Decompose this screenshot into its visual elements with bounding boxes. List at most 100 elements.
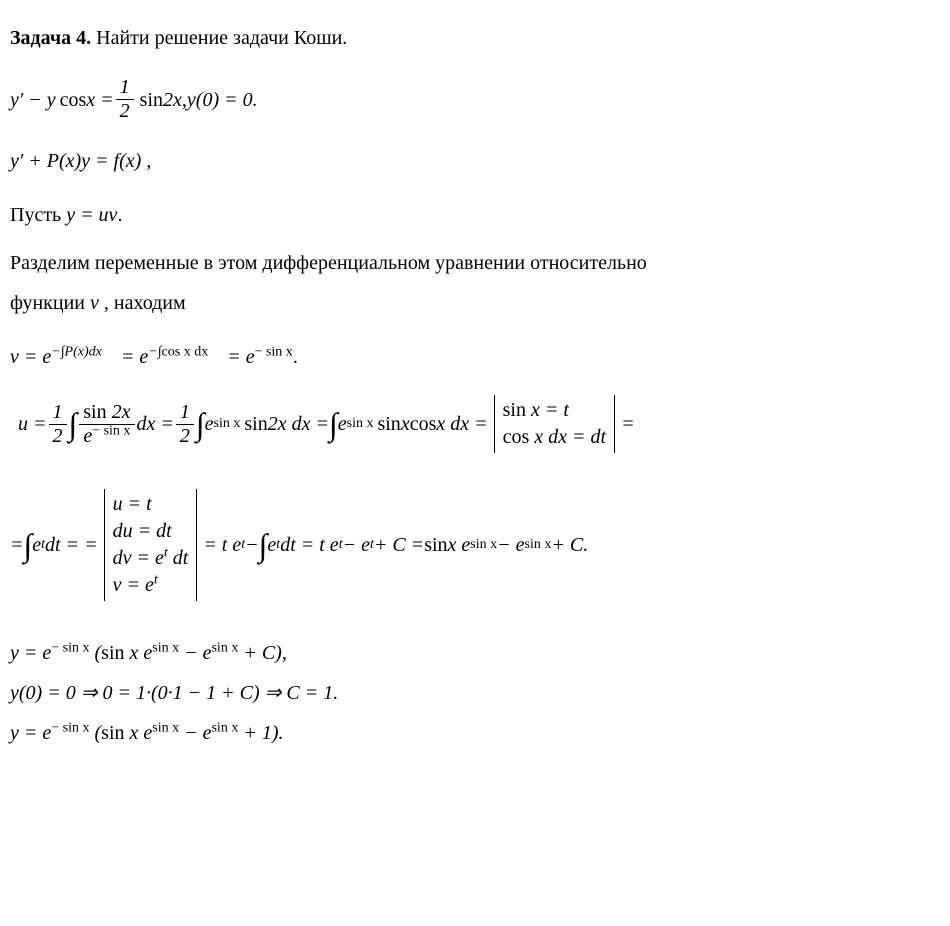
initial-condition-line: y(0) = 0 ⇒ 0 = 1·(0·1 − 1 + C) ⇒ C = 1. bbox=[10, 677, 950, 709]
final-sin-exp: sin x bbox=[152, 720, 179, 735]
y-sin-arg: x e bbox=[125, 642, 153, 664]
bp-r3-a: dv = e bbox=[113, 547, 164, 569]
u-trail: = bbox=[621, 408, 635, 440]
u-frac2: sin 2x e− sin x bbox=[79, 401, 134, 448]
u-half1-den: 2 bbox=[49, 425, 67, 448]
u-frac2-num: sin 2x bbox=[79, 401, 134, 425]
eq1-cos: cos bbox=[60, 84, 87, 116]
bp-minus1: − bbox=[245, 529, 259, 561]
bp-dt1: dt = = bbox=[45, 529, 98, 561]
final-sin-fn: sin bbox=[101, 722, 124, 744]
u-sinx-fn: sin bbox=[377, 408, 400, 440]
u-cosx-fn: cos bbox=[410, 408, 437, 440]
equation-linear-form: y′ + P(x)y = f(x) , bbox=[10, 145, 950, 177]
v-eq-mid: = e bbox=[116, 346, 148, 368]
title-label: Задача 4. bbox=[10, 27, 91, 49]
u-half2-num: 1 bbox=[176, 401, 194, 425]
bp-e2: e bbox=[267, 529, 276, 561]
v-exp3: − sin x bbox=[255, 344, 293, 359]
u-half2: 1 2 bbox=[176, 401, 194, 448]
y-sin-fn: sin bbox=[101, 642, 124, 664]
bp-r1: u = t bbox=[113, 491, 189, 518]
bp-lead: = bbox=[10, 529, 24, 561]
equation-ode: y′ − y cos x = 1 2 sin 2x, y(0) = 0. bbox=[10, 76, 950, 123]
u-sub-r1: sin x = t bbox=[503, 397, 606, 424]
eq1-half-den: 2 bbox=[116, 100, 134, 123]
u-int3: ∫ bbox=[329, 410, 338, 439]
v-exp1-body: P(x)dx bbox=[65, 344, 102, 359]
bp-int2: ∫ bbox=[259, 531, 268, 560]
eq2-text: y′ + P(x)y = f(x) , bbox=[10, 150, 151, 172]
eq1-lhs: y′ − y bbox=[10, 84, 56, 116]
let-suffix: . bbox=[117, 204, 122, 226]
final-end: + 1). bbox=[238, 722, 283, 744]
u-sin2x-fn: sin bbox=[244, 408, 267, 440]
integration-by-parts: = ∫ e t dt = = u = t du = dt dv = et dt v… bbox=[10, 489, 950, 601]
u-sub-r1-rest: x = t bbox=[526, 399, 569, 421]
eq1-half-num: 1 bbox=[116, 76, 134, 100]
bp-sin-fn: sin bbox=[424, 529, 447, 561]
y-lhs: y = e bbox=[10, 642, 51, 664]
para2-b: , находим bbox=[99, 292, 186, 314]
u-sub-r2-cos: cos bbox=[503, 426, 530, 448]
bp-dt2: dt = t e bbox=[280, 529, 339, 561]
u-dx1: dx = bbox=[137, 408, 174, 440]
eq1-ic: y(0) = 0. bbox=[187, 84, 258, 116]
bp-r4-exp: t bbox=[154, 572, 158, 587]
u-sub-r1-sin: sin bbox=[503, 399, 526, 421]
let-substitution: Пусть y = uv. bbox=[10, 199, 950, 231]
bp-et: e bbox=[32, 529, 41, 561]
bp-r3: dv = et dt bbox=[113, 545, 189, 572]
u-frac2-den-exp: − sin x bbox=[92, 423, 130, 438]
y-minus: − e bbox=[179, 642, 211, 664]
y-minus-exp: sin x bbox=[211, 640, 238, 655]
y0-text: y(0) = 0 ⇒ 0 = 1·(0·1 − 1 + C) ⇒ C = 1. bbox=[10, 682, 338, 704]
eq1-xeq: x = bbox=[86, 84, 113, 116]
bp-sin-arg: x e bbox=[448, 529, 471, 561]
bp-end: + C. bbox=[551, 529, 588, 561]
final-lhs: y = e bbox=[10, 722, 51, 744]
final-open: ( bbox=[89, 722, 101, 744]
bp-r4: v = et bbox=[113, 572, 189, 599]
u-e2: e bbox=[338, 408, 347, 440]
v-exp2: −∫cos x dx bbox=[148, 344, 208, 359]
bp-r2: du = dt bbox=[113, 518, 189, 545]
bp-parts-block: u = t du = dt dv = et dt v = et bbox=[104, 489, 198, 601]
u-sin2x-arg: 2x dx = bbox=[268, 408, 329, 440]
u-int1: ∫ bbox=[69, 410, 78, 439]
v-eq-dot: . bbox=[293, 346, 298, 368]
eq1-2x: 2x, bbox=[163, 84, 187, 116]
bp-minus-e: − e bbox=[343, 529, 370, 561]
v-exp1: −∫P(x)dx bbox=[51, 344, 102, 359]
final-minus-exp: sin x bbox=[211, 720, 238, 735]
bp-r4-a: v = e bbox=[113, 574, 154, 596]
u-substitution-block: sin x = t cos x dx = dt bbox=[494, 395, 615, 453]
y-sin-exp: sin x bbox=[152, 640, 179, 655]
y-plusC: + C), bbox=[238, 642, 287, 664]
u-frac2-num-sin: sin bbox=[83, 401, 106, 423]
let-prefix: Пусть bbox=[10, 204, 66, 226]
v-equation: v = e−∫P(x)dx = e−∫cos x dx = e− sin x. bbox=[10, 341, 950, 373]
bp-int1: ∫ bbox=[24, 531, 33, 560]
v-eq-lhs: v = e bbox=[10, 346, 51, 368]
final-sin-arg: x e bbox=[125, 722, 153, 744]
u-frac2-den: e− sin x bbox=[79, 425, 134, 448]
u-cosx-arg: x dx = bbox=[436, 408, 487, 440]
u-sinx-arg: x bbox=[401, 408, 410, 440]
u-sub-r2: cos x dx = dt bbox=[503, 424, 606, 451]
v-eq-end: = e bbox=[222, 346, 254, 368]
bp-after1: = t e bbox=[203, 529, 241, 561]
let-math: y = uv bbox=[66, 204, 117, 226]
u-e1: e bbox=[205, 408, 214, 440]
u-frac2-den-e: e bbox=[83, 425, 92, 447]
bp-minus2: − e bbox=[497, 529, 524, 561]
u-half1-num: 1 bbox=[49, 401, 67, 425]
u-half1: 1 2 bbox=[49, 401, 67, 448]
final-answer: y = e− sin x (sin x esin x − esin x + 1)… bbox=[10, 717, 950, 749]
final-exp: − sin x bbox=[51, 720, 89, 735]
eq1-sin: sin bbox=[140, 84, 163, 116]
y-exp: − sin x bbox=[51, 640, 89, 655]
u-sub-r2-rest: x dx = dt bbox=[529, 426, 606, 448]
u-lhs: u = bbox=[18, 408, 47, 440]
y-general-solution: y = e− sin x (sin x esin x − esin x + C)… bbox=[10, 637, 950, 669]
